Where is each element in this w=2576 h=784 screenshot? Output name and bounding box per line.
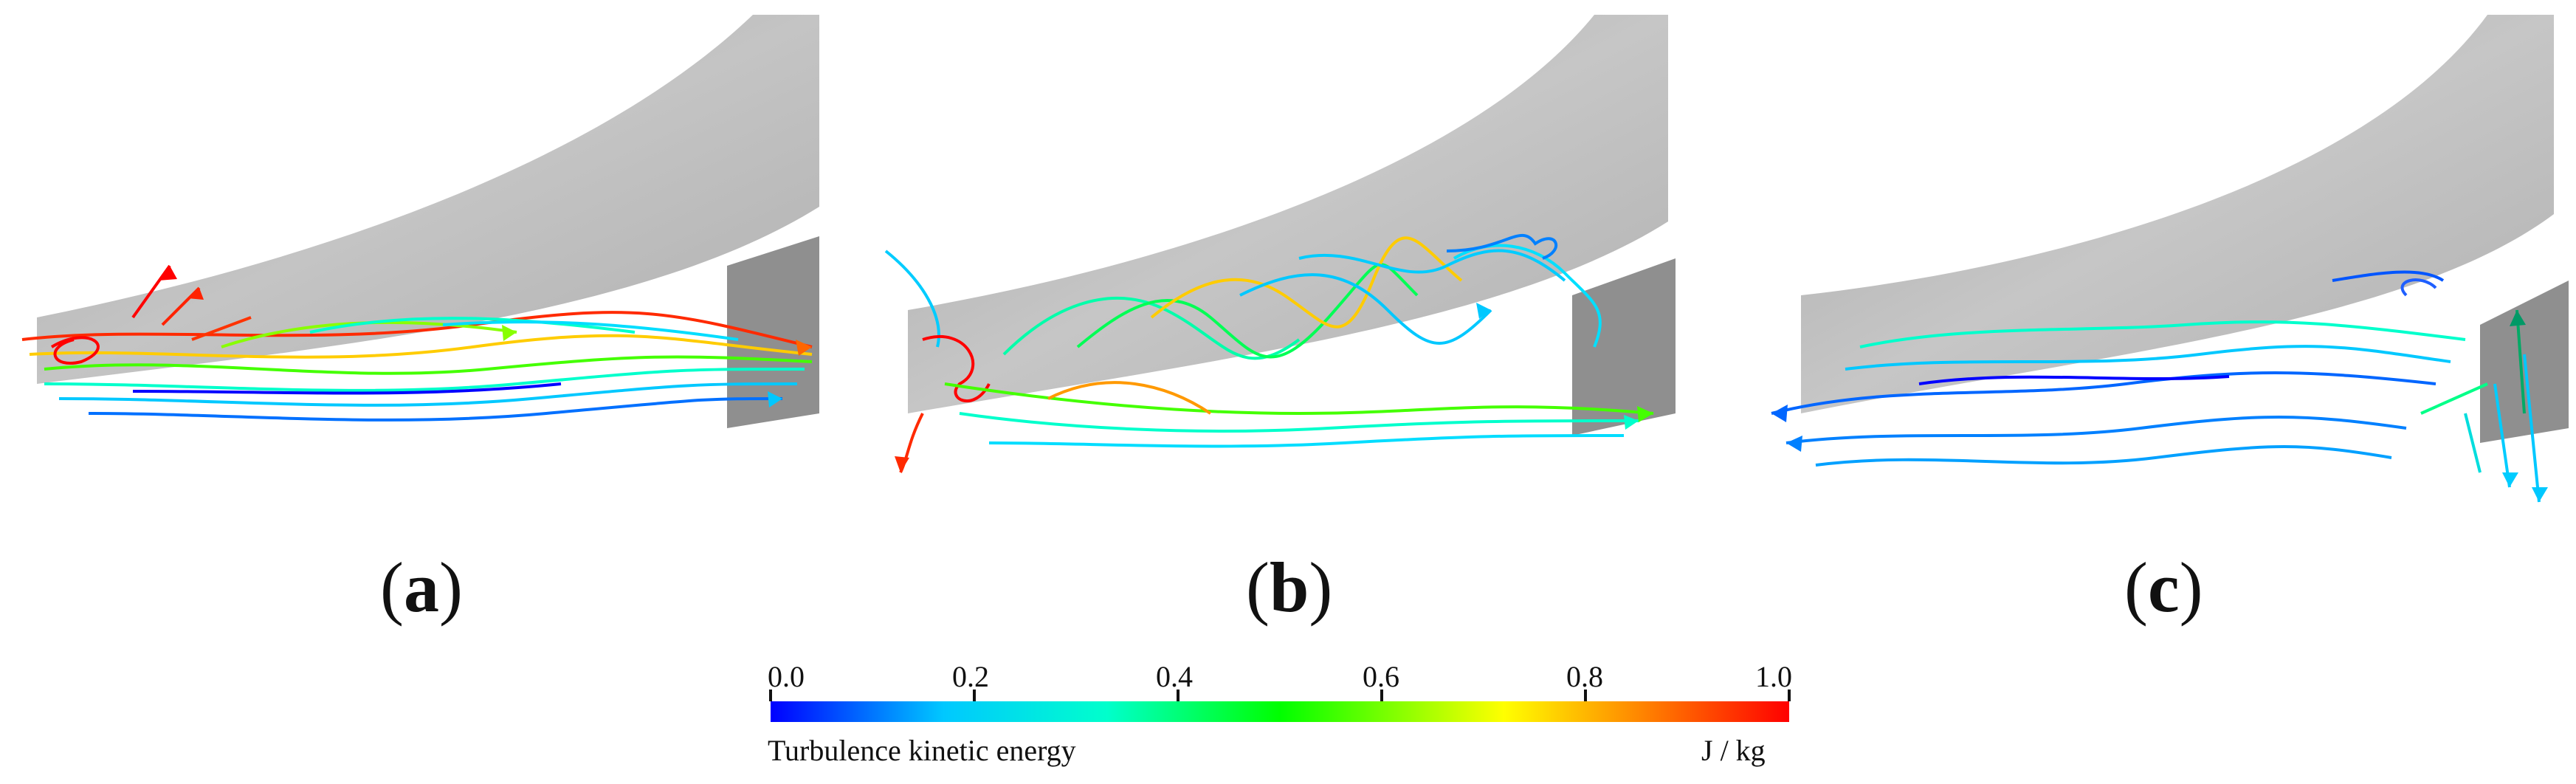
tick-label-4: 0.8 [1566,660,1603,693]
panel-a-streamlines [0,0,841,517]
side-wall [727,236,819,428]
tick-label-0: 0.0 [768,660,805,693]
velocity-arrows [895,303,1653,472]
colorbar-legend: 0.0 0.2 0.4 0.6 0.8 1.0 Turbulence kinet… [768,657,1801,783]
velocity-arrows [159,266,812,408]
tick-label-2: 0.4 [1156,660,1193,693]
tick-label-5: 1.0 [1755,660,1792,693]
streamline-figure-a [21,15,819,428]
curved-surface [37,15,819,384]
tick-label-3: 0.6 [1363,660,1399,693]
side-wall [1572,258,1676,436]
panel-label-c: (c) [2124,548,2203,627]
streamline-figure-b [884,15,1676,473]
panel-label-b: (b) [1246,548,1333,627]
colorbar-title: Turbulence kinetic energy [768,734,1076,767]
panel-label-a: (a) [380,548,463,627]
colorbar-gradient [771,701,1789,722]
tick-label-1: 0.2 [952,660,989,693]
streamlines [884,233,1654,473]
panel-b-streamlines [856,0,1698,517]
colorbar-unit: J / kg [1701,734,1766,767]
panel-c-streamlines [1742,0,2576,517]
velocity-arrows [1771,310,2548,502]
streamline-figure-c [1771,15,2569,503]
curved-surface [1801,15,2554,413]
colorbar-ticks [769,690,1791,701]
colorbar: 0.0 0.2 0.4 0.6 0.8 1.0 Turbulence kinet… [768,660,1792,767]
curved-surface [908,15,1668,413]
streamlines [1771,270,2541,503]
